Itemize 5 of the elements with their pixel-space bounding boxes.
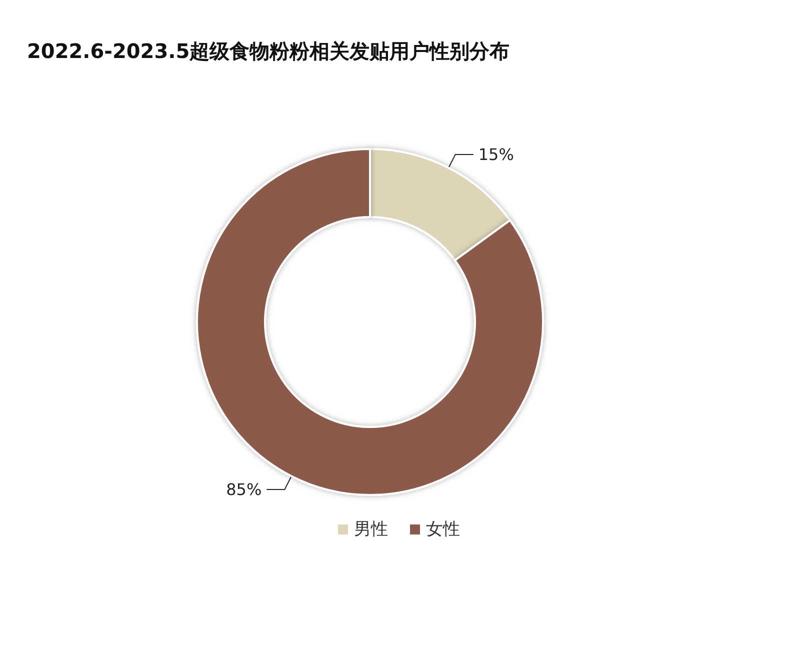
data-label: 85% — [226, 480, 262, 500]
data-label: 15% — [478, 144, 514, 164]
legend-label: 男性 — [354, 520, 388, 540]
chart-title: 2022.6-2023.5超级食物粉粉相关发贴用户性别分布 — [27, 39, 510, 63]
legend-label: 女性 — [426, 520, 460, 540]
